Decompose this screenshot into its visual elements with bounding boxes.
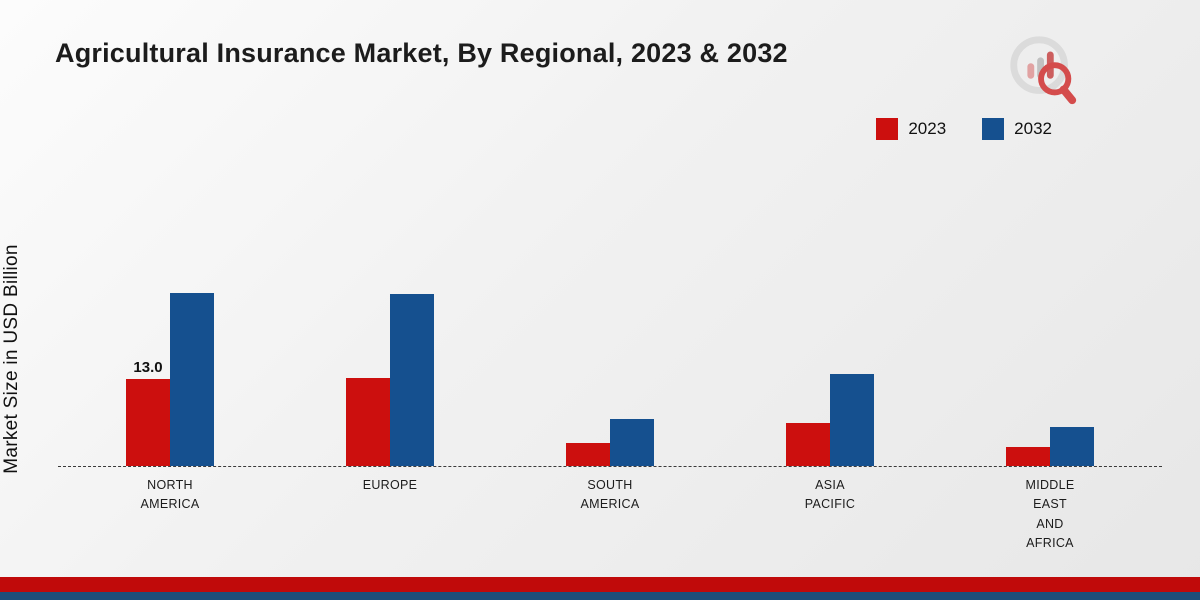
bar-2023-south-america [566,443,610,466]
y-axis-label: Market Size in USD Billion [1,244,22,474]
bar-2023-north-america [126,379,170,466]
category-label-asia-pacific: ASIA PACIFIC [804,478,856,512]
bar-2023-europe [346,378,390,466]
bar-group-asia-pacific [720,166,940,466]
bar-group-south-america [500,166,720,466]
bar-2023-asia-pacific [786,423,830,466]
plot-area: 13.0 [60,166,1160,466]
legend: 2023 2032 [876,118,1052,140]
category-label-north-america: NORTH AMERICA [140,478,200,512]
legend-label-2023: 2023 [908,119,947,138]
chart-title: Agricultural Insurance Market, By Region… [55,38,788,68]
category-labels: NORTH AMERICA EUROPE SOUTH AMERICA ASIA PACIFI… [60,476,1160,554]
footer-red-band [0,577,1200,592]
bar-2023-middle-east-and-africa [1006,447,1050,466]
bar-2032-middle-east-and-africa [1050,427,1094,466]
bar-group-north-america: 13.0 [60,166,280,466]
bar-2032-south-america [610,419,654,466]
brand-logo-icon [1010,36,1077,105]
bar-2032-europe [390,294,434,466]
legend-item-2023: 2023 [876,118,946,140]
category-label-south-america: SOUTH AMERICA [580,478,640,512]
legend-swatch-2032 [982,118,1005,140]
footer-navy-band [0,592,1200,600]
category-label-europe: EUROPE [362,478,418,492]
legend-label-2032: 2032 [1014,119,1052,138]
bar-group-middle-east-and-africa [940,166,1160,466]
bar-2032-asia-pacific [830,374,874,466]
legend-item-2032: 2032 [982,118,1052,140]
bar-group-europe [280,166,500,466]
category-label-middle-east-and-africa: MIDDLE EAST AND AFRICA [1025,478,1075,551]
bar-2032-north-america [170,293,214,466]
bar-value-label-2023-north-america: 13.0 [133,359,163,376]
legend-swatch-2023 [876,118,899,140]
x-axis-baseline [58,466,1162,467]
